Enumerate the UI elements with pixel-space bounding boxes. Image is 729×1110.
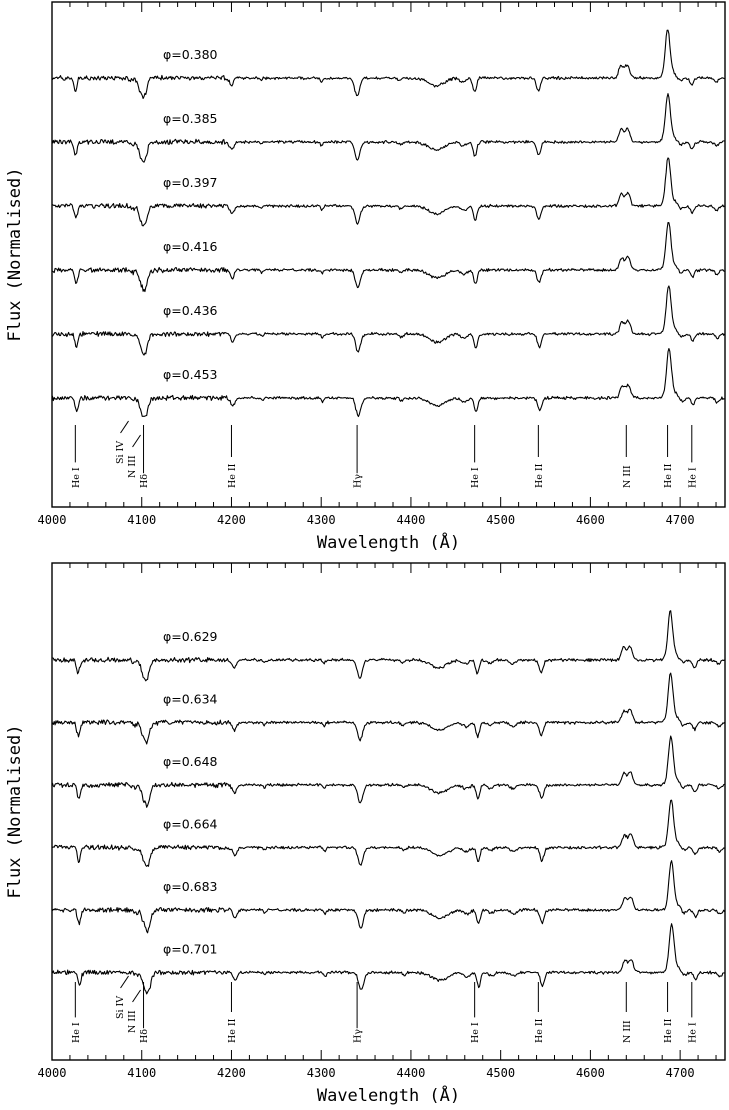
- spectrum-trace: [51, 735, 725, 808]
- line-id-label: He I: [687, 1022, 698, 1043]
- line-id-label: Si IV: [115, 996, 126, 1019]
- x-tick-label: 4000: [38, 513, 67, 527]
- spectrum-trace: [52, 222, 725, 293]
- line-id-label: He I: [470, 467, 481, 488]
- line-id-label: N III: [127, 455, 138, 478]
- line-id-label: Si IV: [115, 441, 126, 464]
- x-tick-label: 4400: [396, 513, 425, 527]
- spectrum-trace: [51, 347, 725, 418]
- x-tick-label: 4500: [486, 1066, 515, 1080]
- line-id: He II: [534, 982, 545, 1043]
- x-tick-label: 4200: [217, 513, 246, 527]
- spectrum-trace: [51, 93, 725, 163]
- line-id: He I: [687, 982, 698, 1043]
- phase-label: φ=0.701: [163, 942, 218, 957]
- line-id-label: He II: [534, 1018, 545, 1043]
- x-tick-label: 4200: [217, 1066, 246, 1080]
- line-id: He I: [687, 425, 698, 488]
- phase-label: φ=0.380: [163, 47, 218, 62]
- phase-label: φ=0.664: [163, 817, 218, 832]
- line-id-label: He I: [71, 1022, 82, 1043]
- x-tick-label: 4100: [127, 513, 156, 527]
- y-axis-label: Flux (Normalised): [5, 725, 25, 899]
- line-id-label: He I: [71, 467, 82, 488]
- line-id-label: N III: [127, 1010, 138, 1033]
- line-id-label: Hγ: [353, 1029, 364, 1043]
- line-id: N III: [622, 982, 633, 1043]
- spectrum-trace: [51, 672, 725, 745]
- line-id: He I: [71, 982, 82, 1043]
- y-axis-label: Flux (Normalised): [5, 168, 25, 342]
- phase-label: φ=0.385: [163, 111, 218, 126]
- line-id-marker: [132, 989, 141, 1003]
- line-id: Hγ: [353, 425, 364, 488]
- plot-frame: [51, 1, 726, 508]
- line-id: He II: [663, 982, 674, 1043]
- line-id-label: N III: [622, 1020, 633, 1043]
- x-tick-label: 4700: [666, 1066, 695, 1080]
- spectrum-trace: [52, 157, 725, 227]
- x-axis-label: Wavelength (Å): [317, 531, 460, 553]
- line-id: He I: [470, 425, 481, 488]
- phase-label: φ=0.648: [163, 754, 218, 769]
- x-tick-label: 4600: [576, 1066, 605, 1080]
- x-axis-label: Wavelength (Å): [317, 1084, 460, 1106]
- spectrum-trace: [51, 860, 726, 934]
- spectrum-trace: [51, 285, 726, 356]
- panel-2: 4000 4100 4200 4300 4400 4500 4600 4700 Waveleng…: [5, 562, 726, 1106]
- line-id: He II: [663, 425, 674, 488]
- x-tick-label: 4600: [576, 513, 605, 527]
- line-id: Hδ: [139, 982, 150, 1043]
- x-tick-label: 4500: [486, 513, 515, 527]
- x-tick-label: 4300: [307, 513, 336, 527]
- x-tick-label: 4700: [666, 513, 695, 527]
- line-id: Si IV: [115, 975, 129, 1019]
- phase-label: φ=0.629: [163, 629, 218, 644]
- line-id-label: Hγ: [353, 474, 364, 488]
- line-id-marker: [120, 975, 129, 989]
- phase-label: φ=0.634: [163, 692, 218, 707]
- line-id: He I: [470, 982, 481, 1043]
- x-tick-label: 4100: [127, 1066, 156, 1080]
- line-id: Hδ: [139, 425, 150, 488]
- line-id-label: Hδ: [139, 474, 150, 488]
- line-id-label: He II: [227, 1018, 238, 1043]
- line-id-label: He I: [687, 467, 698, 488]
- line-id-label: He I: [470, 1022, 481, 1043]
- line-id-label: He II: [534, 463, 545, 488]
- line-id: He II: [227, 425, 238, 488]
- line-id: N III: [622, 425, 633, 488]
- line-id-label: N III: [622, 465, 633, 488]
- phase-label: φ=0.436: [163, 303, 218, 318]
- line-id: N III: [127, 434, 141, 478]
- x-tick-label: 4400: [396, 1066, 425, 1080]
- line-id: N III: [127, 989, 141, 1033]
- x-tick-label: 4000: [38, 1066, 67, 1080]
- spectrum-trace: [51, 29, 725, 100]
- line-id-label: Hδ: [139, 1029, 150, 1043]
- line-id: He II: [534, 425, 545, 488]
- line-id-label: He II: [663, 1018, 674, 1043]
- phase-label: φ=0.416: [163, 239, 218, 254]
- phase-label: φ=0.453: [163, 367, 218, 382]
- line-id: He I: [71, 425, 82, 488]
- plot-frame: [51, 562, 726, 1061]
- line-id-marker: [120, 420, 129, 434]
- line-id-label: He II: [663, 463, 674, 488]
- line-id-label: He II: [227, 463, 238, 488]
- phase-label: φ=0.683: [163, 879, 218, 894]
- spectrum-trace: [52, 610, 725, 682]
- panel-1: 4000 4100 4200 4300 4400 4500 4600 4700 Waveleng…: [5, 1, 726, 553]
- spectrum-trace: [52, 799, 725, 867]
- line-id: He II: [227, 982, 238, 1043]
- spectrum-trace: [51, 923, 725, 995]
- line-id: Si IV: [115, 420, 129, 464]
- phase-label: φ=0.397: [163, 175, 218, 190]
- x-tick-label: 4300: [307, 1066, 336, 1080]
- line-id-marker: [132, 434, 141, 448]
- line-id: Hγ: [353, 982, 364, 1043]
